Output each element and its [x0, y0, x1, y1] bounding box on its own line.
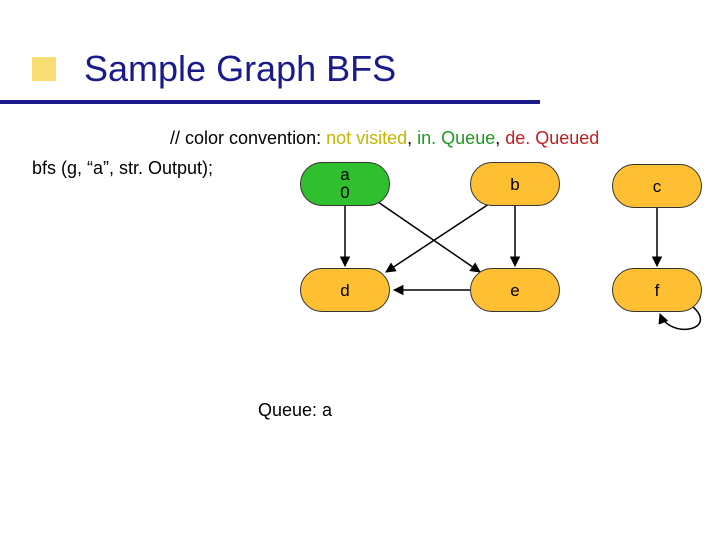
- graph-node-f: f: [612, 268, 702, 312]
- legend-in-queue: in. Queue: [417, 128, 495, 148]
- page-title: Sample Graph BFS: [84, 48, 396, 90]
- graph-node-b: b: [470, 162, 560, 206]
- node-a-label: a: [301, 166, 389, 184]
- title-underline: [0, 100, 540, 104]
- edge-a-e: [378, 202, 480, 272]
- graph-node-a: a 0: [300, 162, 390, 206]
- bfs-call-text: bfs (g, “a”, str. Output);: [32, 158, 213, 179]
- queue-prefix: Queue:: [258, 400, 322, 420]
- graph-node-c: c: [612, 164, 702, 208]
- legend-de-queued: de. Queued: [505, 128, 599, 148]
- color-legend: // color convention: not visited, in. Qu…: [170, 128, 599, 149]
- queue-contents: a: [322, 400, 332, 420]
- graph-node-d: d: [300, 268, 390, 312]
- legend-not-visited: not visited: [326, 128, 407, 148]
- legend-prefix: // color convention:: [170, 128, 326, 148]
- node-a-dist: 0: [301, 184, 389, 202]
- edge-b-d: [386, 202, 492, 272]
- queue-display: Queue: a: [258, 400, 332, 421]
- graph-node-e: e: [470, 268, 560, 312]
- title-bullet: [32, 57, 56, 81]
- title-block: Sample Graph BFS: [32, 48, 396, 90]
